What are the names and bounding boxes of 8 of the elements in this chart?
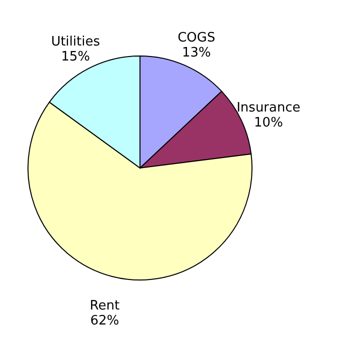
slice-label: Rent: [90, 298, 120, 314]
data-label: 13%: [182, 46, 211, 61]
data-label: 62%: [90, 314, 120, 329]
slice-label: Insurance: [236, 100, 300, 116]
data-label: 15%: [61, 49, 90, 64]
slice-label: Utilities: [51, 34, 100, 50]
data-label: 10%: [254, 116, 283, 131]
slice-label: COGS: [178, 30, 216, 46]
